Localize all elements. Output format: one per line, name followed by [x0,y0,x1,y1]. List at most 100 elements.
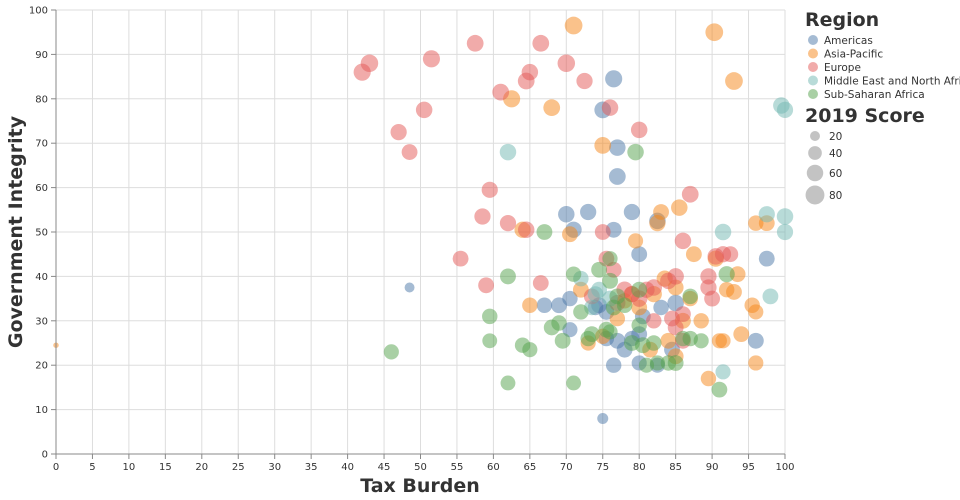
x-tick-label: 95 [742,462,755,473]
data-point [681,185,699,203]
data-point [660,355,677,371]
data-point [725,72,743,90]
data-point [565,266,582,282]
data-point [466,34,484,52]
data-point [675,306,691,323]
axes: 0 5 10 15 20 25 30 35 40 45 50 55 60 65 70 75 80 85 90 95 10… [29,6,795,474]
data-point [522,297,538,313]
x-tick-label: 50 [414,462,427,473]
legend-label: Europe [824,62,861,74]
x-tick-label: 80 [633,462,646,473]
data-point [711,381,728,398]
y-tick-label: 70 [35,139,48,150]
points [53,16,794,424]
data-point [748,355,764,371]
data-point [481,181,498,198]
data-point [631,246,648,263]
legend: Region 2019 Score Americas Asia-PacificEu… [805,9,960,205]
data-point [532,275,549,291]
data-point [776,208,794,225]
grid [55,9,786,455]
data-point [674,232,692,250]
data-point [627,233,644,249]
size-legend-label: 80 [829,190,842,202]
legend-symbol [808,89,818,99]
x-tick-label: 40 [341,462,354,473]
data-point [608,168,626,185]
x-tick-label: 85 [669,462,682,473]
y-tick-label: 40 [35,272,48,283]
data-point [566,375,582,391]
data-point [500,268,516,285]
data-point [478,277,495,294]
data-point [360,54,379,73]
x-tick-label: 45 [378,462,391,473]
data-point [401,144,418,160]
data-point [499,215,517,232]
data-point [557,54,576,73]
data-point [646,313,662,329]
size-legend-title: 2019 Score [805,105,925,127]
data-point [718,266,735,283]
data-point [609,139,626,156]
y-tick-label: 60 [35,183,48,194]
data-point [685,246,702,263]
data-point [517,72,535,90]
data-point [714,223,732,241]
legend-label: Middle East and North Africa [824,76,960,88]
data-point [514,337,531,353]
data-point [551,315,567,331]
y-tick-label: 10 [35,405,48,416]
data-point [758,250,775,267]
x-tick-label: 10 [123,462,136,473]
data-point [554,332,571,349]
data-point [517,221,535,239]
data-point [422,50,440,68]
data-point [452,250,469,267]
x-tick-label: 15 [159,462,172,473]
data-point [667,319,684,336]
color-legend-title: Region [805,9,879,31]
data-point [649,215,666,232]
data-point [747,332,764,349]
data-point [776,223,794,241]
legend-symbol [808,48,818,59]
data-point [693,313,709,329]
x-tick-label: 90 [706,462,719,473]
size-legend-label: 40 [829,148,842,160]
data-point [474,208,491,225]
data-point [543,99,561,117]
legend-label: Americas [824,35,873,47]
size-legend-symbol [808,146,822,160]
x-tick-label: 100 [775,462,794,473]
size-legend-symbol [810,131,820,141]
data-point [660,332,677,349]
data-point [627,143,644,161]
data-point [601,99,619,116]
x-tick-label: 25 [232,462,245,473]
data-point [605,357,622,373]
data-point [558,205,575,223]
data-point [415,101,433,119]
x-axis-title: Tax Burden [360,475,480,497]
data-point [682,288,698,305]
legend-label: Sub-Saharan Africa [824,89,925,101]
data-point [576,72,593,90]
x-tick-label: 5 [89,462,95,473]
data-point [573,304,589,320]
data-point [630,121,648,139]
data-point [390,123,407,141]
data-point [693,333,709,349]
data-point [562,290,578,307]
legend-symbol [808,62,818,72]
x-tick-label: 35 [305,462,318,473]
size-legend-label: 20 [829,131,842,143]
data-point [597,412,609,424]
data-point [758,206,775,223]
data-point [536,297,553,313]
data-point [653,299,669,316]
legend-symbol [808,35,818,45]
data-point [748,215,764,231]
